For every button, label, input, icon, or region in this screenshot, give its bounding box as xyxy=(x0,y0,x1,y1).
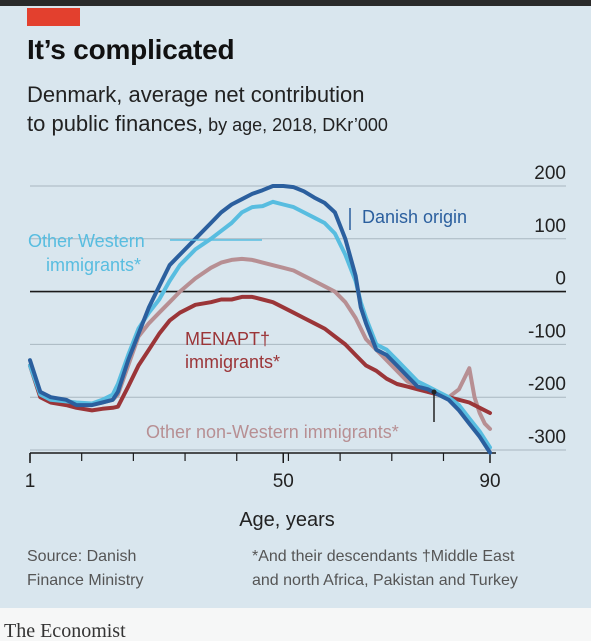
publisher-logo: The Economist xyxy=(4,620,126,642)
subtitle-line-1: Denmark, average net contribution xyxy=(27,82,365,107)
source-line-2: Finance Ministry xyxy=(27,572,144,589)
brand-tag xyxy=(27,8,80,26)
source-line-1: Source: Danish xyxy=(27,548,137,565)
y-tick-label: 200 xyxy=(534,163,566,184)
label-marker-other-non-western xyxy=(431,389,437,395)
footnote-line-1: *And their descendants †Middle East xyxy=(252,548,515,565)
y-tick-label: -100 xyxy=(528,321,566,342)
series-line-1 xyxy=(28,199,492,450)
subtitle-line-2: to public finances, by age, 2018, DKr’00… xyxy=(27,109,547,140)
y-tick-label: 100 xyxy=(534,216,566,237)
subtitle-main: to public finances, xyxy=(27,111,204,136)
series-line-3 xyxy=(28,294,492,415)
chart-title: It’s complicated xyxy=(27,34,235,65)
grid-lines xyxy=(30,185,566,451)
series-line-0 xyxy=(28,184,492,455)
subtitle-meta: by age, 2018, DKr’000 xyxy=(203,115,388,135)
top-border xyxy=(0,0,591,6)
footnotes: *And their descendants †Middle East and … xyxy=(252,545,582,593)
source-note: Source: Danish Finance Ministry xyxy=(27,545,257,593)
label-menapt-2: immigrants* xyxy=(185,352,280,372)
y-tick-label: -300 xyxy=(528,427,566,448)
label-other-western-1: Other Western xyxy=(28,231,145,251)
series-labels: Danish origin Other Western immigrants* … xyxy=(28,207,467,442)
y-tick-label: -200 xyxy=(528,374,566,395)
x-tick-label: 1 xyxy=(25,471,36,492)
chart-subtitle: Denmark, average net contribution to pub… xyxy=(27,80,547,140)
label-other-non-western: Other non-Western immigrants* xyxy=(146,422,399,442)
footer-band xyxy=(0,608,591,641)
label-danish-origin: Danish origin xyxy=(362,207,467,227)
y-tick-label: 0 xyxy=(555,269,566,290)
y-tick-labels: 200 100 0 -100 -200 -300 xyxy=(528,163,566,448)
x-tick-label: 90 xyxy=(479,471,500,492)
label-other-western-2: immigrants* xyxy=(46,255,141,275)
x-axis-label: Age, years xyxy=(239,509,335,531)
footnote-line-2: and north Africa, Pakistan and Turkey xyxy=(252,572,518,589)
line-chart: 200 100 0 -100 -200 -300 1 50 90 Danish origin … xyxy=(25,163,566,531)
x-tick-label: 50 xyxy=(273,471,294,492)
label-menapt-1: MENAPT† xyxy=(185,329,270,349)
x-axis: 1 50 90 xyxy=(25,452,501,492)
